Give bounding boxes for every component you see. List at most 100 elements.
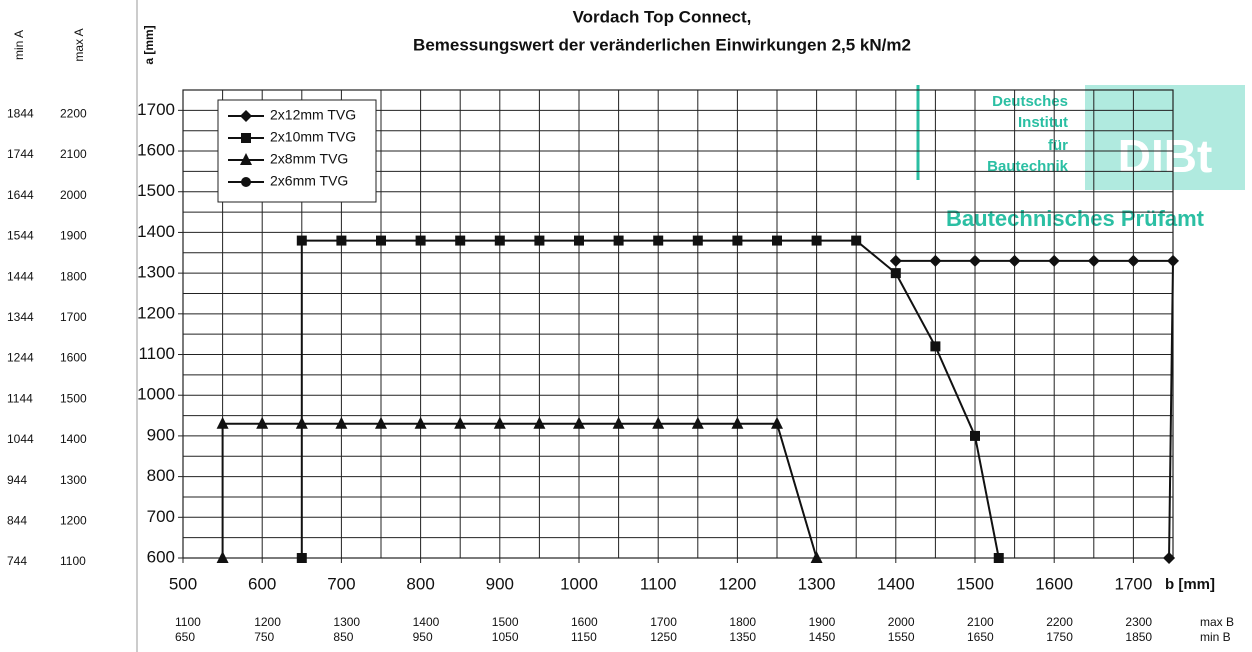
marker <box>692 235 703 246</box>
marker <box>851 235 862 246</box>
legend-marker <box>241 177 251 187</box>
legend-label: 2x12mm TVG <box>270 107 356 123</box>
marker <box>691 416 704 429</box>
marker <box>890 268 901 279</box>
left-col-value: 1100 <box>60 554 86 568</box>
stamp-text: Deutsches <box>992 93 1068 110</box>
series-line <box>895 259 1175 559</box>
marker <box>930 341 941 352</box>
stamp-text: Bautechnisches Prüfamt <box>946 206 1205 231</box>
legend-label: 2x10mm TVG <box>270 129 356 145</box>
y-tick-label: 1100 <box>138 344 175 363</box>
marker <box>494 235 505 246</box>
marker <box>1163 552 1176 564</box>
marker <box>731 416 744 429</box>
y-tick-label: 1200 <box>137 303 175 322</box>
marker <box>613 235 624 246</box>
x-tick-label: 1400 <box>877 574 915 593</box>
legend-label: 2x6mm TVG <box>270 173 348 189</box>
bottom-row-label: min B <box>1200 630 1231 644</box>
left-col-value: 1800 <box>60 269 87 283</box>
left-col-value: 1844 <box>7 107 34 121</box>
bottom-row-value: 1050 <box>492 630 519 644</box>
left-col-label: min A <box>12 30 26 60</box>
bottom-row-value: 1100 <box>175 615 201 629</box>
y-axis-label: a [mm] <box>142 25 156 64</box>
marker <box>993 553 1004 563</box>
bottom-row-value: 1350 <box>729 630 756 644</box>
y-tick-label: 900 <box>147 425 175 444</box>
chart-title: Vordach Top Connect, <box>573 7 752 26</box>
left-col-value: 1700 <box>60 310 87 324</box>
x-tick-label: 600 <box>248 574 276 593</box>
stamp-box <box>1085 85 1245 190</box>
stamp-logo: DIBt <box>1118 130 1213 182</box>
x-tick-label: 700 <box>327 574 355 593</box>
x-tick-label: 1500 <box>956 574 994 593</box>
marker <box>970 430 980 441</box>
bottom-row-value: 950 <box>413 630 433 644</box>
marker <box>216 551 229 563</box>
marker <box>455 235 466 246</box>
x-tick-label: 1700 <box>1114 574 1152 593</box>
bottom-row-value: 1200 <box>254 615 281 629</box>
marker <box>375 416 387 429</box>
bottom-row-value: 1800 <box>729 615 756 629</box>
marker <box>732 235 743 246</box>
bottom-row-value: 2000 <box>888 615 915 629</box>
bottom-row-value: 2100 <box>967 615 994 629</box>
legend-marker <box>241 133 251 143</box>
left-col-value: 1244 <box>7 351 34 365</box>
legend-marker <box>240 110 252 122</box>
legend-label: 2x8mm TVG <box>270 151 348 167</box>
x-tick-label: 1600 <box>1035 574 1073 593</box>
marker <box>811 235 822 246</box>
left-col-value: 2000 <box>60 188 87 202</box>
y-tick-label: 700 <box>147 507 175 526</box>
x-tick-label: 1200 <box>718 574 756 593</box>
y-tick-label: 800 <box>147 466 175 485</box>
bottom-row-value: 1300 <box>333 615 360 629</box>
stamp-text: Bautechnik <box>987 158 1069 175</box>
marker <box>336 235 347 246</box>
stamp-text: Institut <box>1018 114 1068 131</box>
bottom-row-value: 1550 <box>888 630 915 644</box>
left-col-value: 1744 <box>7 147 34 161</box>
bottom-row-value: 1900 <box>809 615 836 629</box>
marker <box>295 416 308 429</box>
left-col-value: 1400 <box>60 432 87 446</box>
marker <box>929 254 942 267</box>
left-col-value: 2100 <box>60 147 87 161</box>
marker <box>1008 254 1021 267</box>
left-col-value: 1900 <box>60 229 87 243</box>
stamp-text: für <box>1048 137 1068 154</box>
y-tick-label: 1600 <box>137 141 175 160</box>
marker <box>335 416 348 429</box>
bottom-row-value: 2300 <box>1125 615 1152 629</box>
marker <box>652 416 665 429</box>
marker <box>414 416 427 429</box>
marker <box>653 235 664 246</box>
bottom-row-value: 1750 <box>1046 630 1073 644</box>
left-col-value: 1344 <box>7 310 34 324</box>
marker <box>1127 254 1140 267</box>
bottom-row-value: 650 <box>175 630 195 644</box>
left-col-value: 1544 <box>7 229 34 243</box>
marker <box>1167 254 1179 267</box>
bottom-row-value: 2200 <box>1046 615 1073 629</box>
y-tick-label: 1500 <box>137 181 175 200</box>
left-col-value: 1044 <box>7 432 34 446</box>
left-col-value: 1644 <box>7 188 34 202</box>
x-axis-label: b [mm] <box>1165 576 1215 593</box>
bottom-row-value: 1700 <box>650 615 677 629</box>
left-col-value: 1300 <box>60 473 87 487</box>
series-line <box>300 239 1000 559</box>
marker <box>573 416 585 429</box>
marker <box>454 416 467 429</box>
x-tick-label: 1000 <box>560 574 598 593</box>
marker <box>296 553 307 563</box>
left-col-value: 1500 <box>60 391 87 405</box>
marker <box>533 416 546 429</box>
left-col-value: 1200 <box>60 513 87 527</box>
